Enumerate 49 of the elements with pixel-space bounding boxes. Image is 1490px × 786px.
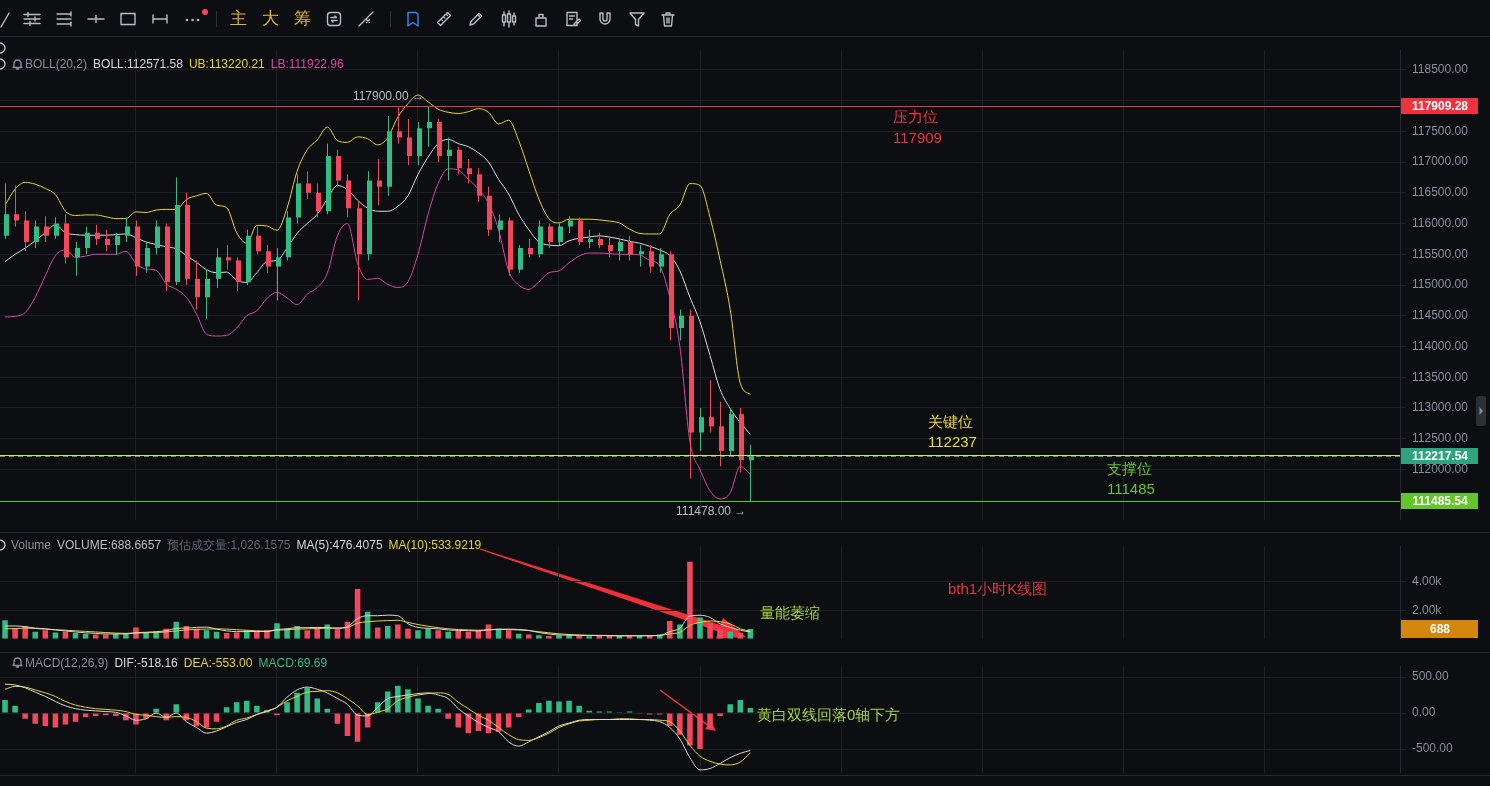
y-tick-label: 114500.00 [1412, 308, 1469, 323]
annotation: 117900.00 → [352, 89, 425, 104]
y-tick-label: 113000.00 [1412, 400, 1469, 415]
text: 大 [261, 9, 279, 29]
text: 主 [229, 9, 247, 29]
text: 筹 [293, 9, 311, 29]
text: BOLL:112571.58 [93, 57, 183, 71]
legend-title: MACD(12,26,9) [25, 656, 109, 670]
y-tick-label: 112500.00 [1412, 430, 1469, 445]
legend-title: BOLL(20,2) [25, 57, 88, 71]
annotation: VOLUME:688.6657 [57, 538, 162, 552]
annotation: 支撑位 [1107, 460, 1152, 478]
y-tick-label: 115000.00 [1412, 277, 1469, 292]
y-tick-label: 2.00k [1412, 602, 1443, 617]
text: 112217.54 [1411, 448, 1469, 463]
annotation: 111485 [1107, 480, 1155, 498]
y-tick-label: 116000.00 [1412, 215, 1469, 230]
text: UB:113220.21 [188, 57, 265, 71]
annotation: 关键位 [928, 412, 973, 430]
text: LB:111922.96 [270, 57, 344, 71]
text: MA(5):476.4075 [296, 538, 383, 552]
y-tick-label: 4.00k [1412, 574, 1443, 589]
annotation: 预估成交量:1,026.1575 [167, 538, 291, 552]
legend-title: Volume [11, 538, 52, 552]
annotation: 量能萎缩 [760, 604, 820, 622]
y-tick-label: 500.00 [1412, 669, 1450, 684]
text: MACD:69.69 [258, 656, 328, 670]
text: DIF:-518.16 [114, 656, 178, 670]
y-tick-label: 116500.00 [1412, 185, 1469, 200]
text: 111485.54 [1412, 493, 1469, 508]
text: MA(10):533.9219 [388, 538, 482, 552]
y-tick-label: -500.00 [1412, 741, 1454, 756]
annotation: 111478.00 → [676, 503, 747, 518]
text: DEA:-553.00 [183, 656, 253, 670]
annotation: 117909 [893, 129, 942, 147]
annotation: bth1小时K线图 [948, 580, 1048, 598]
y-tick-label: 112000.00 [1412, 461, 1469, 476]
text: 117909.28 [1411, 98, 1469, 113]
text: 688 [1429, 621, 1451, 636]
y-tick-label: 114000.00 [1412, 338, 1469, 353]
y-tick-label: 118500.00 [1412, 62, 1469, 77]
y-tick-label: 117500.00 [1412, 123, 1469, 138]
annotation: 压力位 [893, 108, 938, 126]
annotation: 112237 [928, 432, 977, 450]
y-tick-label: 117000.00 [1412, 154, 1469, 169]
annotation: 黄白双线回落0轴下方 [757, 706, 901, 724]
y-tick-label: 115500.00 [1412, 246, 1469, 261]
y-tick-label: 0.00 [1412, 705, 1436, 720]
y-tick-label: 113500.00 [1412, 369, 1469, 384]
